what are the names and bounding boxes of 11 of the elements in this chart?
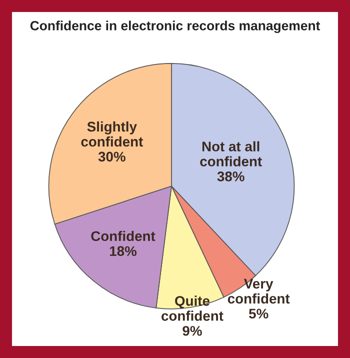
data-label: 18% <box>110 246 137 256</box>
slice-label: Very confident <box>228 278 290 304</box>
slice-label: Not at all confident <box>200 141 262 166</box>
slice-label: Confident <box>91 230 156 242</box>
chart-title: Confidence in electronic records management <box>30 20 320 34</box>
data-label: 9% <box>182 326 202 336</box>
data-label: 38% <box>217 172 244 182</box>
slice-label: Quite confident <box>162 296 224 321</box>
data-label: 30% <box>98 152 126 162</box>
data-label: 5% <box>248 308 268 319</box>
slice-label: Slightly confident <box>81 121 143 147</box>
